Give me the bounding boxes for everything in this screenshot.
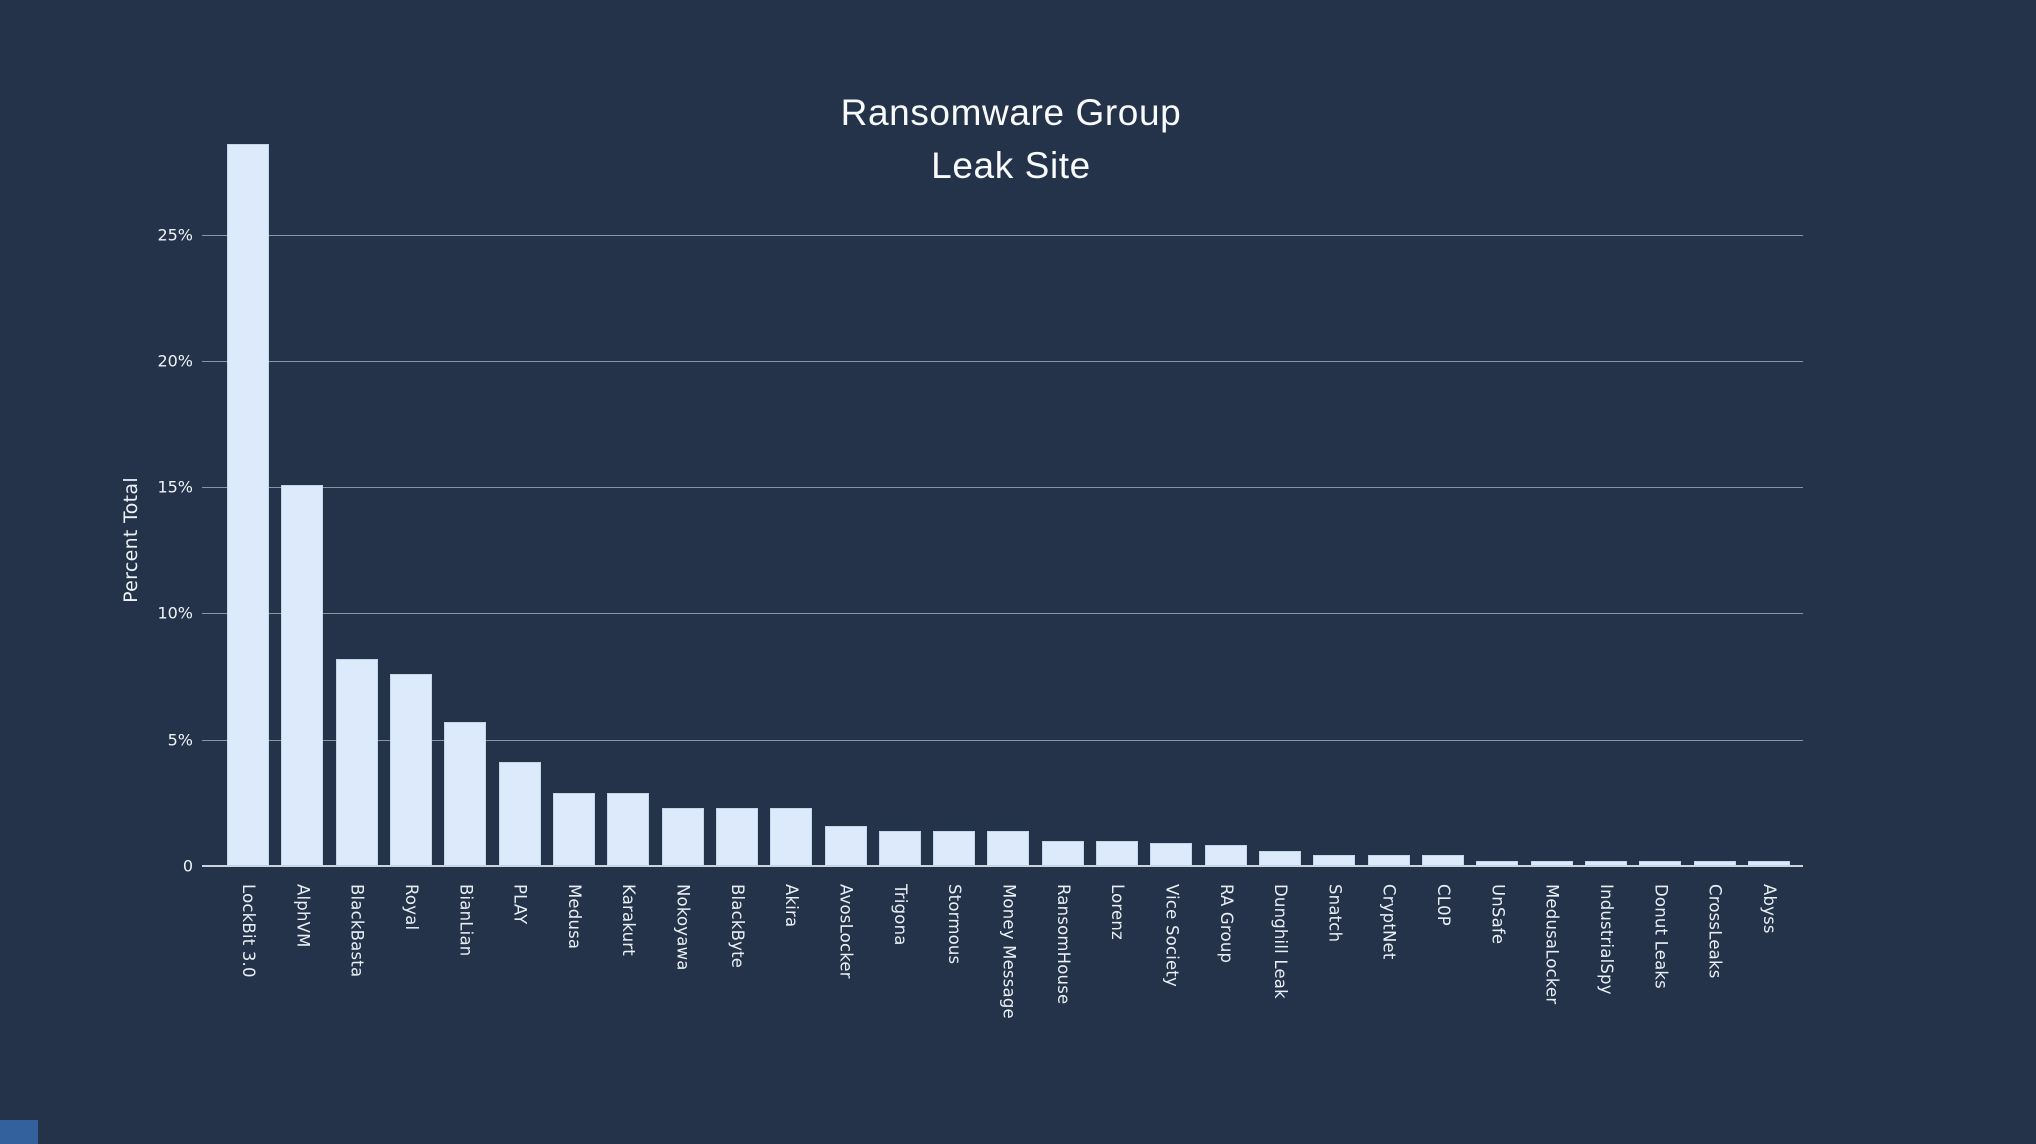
y-tick-label-20: 20% (157, 351, 193, 371)
bar-karakurt[interactable] (607, 792, 650, 866)
bar-abyss[interactable] (1747, 860, 1790, 866)
x-label-nokoyawa: Nokoyawa (673, 884, 693, 971)
bar-play[interactable] (498, 762, 541, 866)
x-label-abyss: Abyss (1759, 884, 1779, 934)
x-label-trigona: Trigona (890, 884, 910, 946)
x-label-crossleaks: CrossLeaks (1705, 884, 1725, 979)
x-label-blackbasta: BlackBasta (347, 884, 367, 978)
gridline-20pct (202, 360, 1803, 362)
bar-blackbyte[interactable] (715, 807, 758, 866)
x-label-play: PLAY (510, 884, 530, 925)
bar-stormous[interactable] (933, 830, 976, 866)
bar-medusalocker[interactable] (1530, 860, 1573, 866)
x-label-snatch: Snatch (1325, 884, 1345, 943)
bar-vice-society[interactable] (1150, 843, 1193, 866)
bar-industrialspy[interactable] (1585, 860, 1627, 866)
x-label-cl0p: CL0P (1434, 884, 1454, 926)
bar-lockbit-3-0[interactable] (227, 143, 269, 866)
y-tick-label-5: 5% (167, 730, 193, 750)
bar-alphvm[interactable] (281, 484, 324, 866)
y-tick-label-25: 25% (157, 225, 193, 244)
gridline-25pct (202, 234, 1803, 236)
bar-nokoyawa[interactable] (661, 807, 704, 866)
x-label-medusa: Medusa (564, 884, 584, 950)
y-tick-label-10: 10% (157, 603, 193, 623)
x-label-bianlian: BianLian (456, 884, 476, 957)
bar-royal[interactable] (389, 674, 432, 866)
x-label-alphvm: AlphVM (293, 884, 313, 948)
x-label-money-message: Money Message (999, 884, 1019, 1019)
x-label-unsafe: UnSafe (1488, 884, 1508, 945)
x-label-lockbit-3-0: LockBit 3.0 (239, 884, 258, 978)
bar-cryptnet[interactable] (1367, 854, 1410, 866)
x-label-karakurt: Karakurt (619, 884, 639, 956)
y-tick-label-0: 0 (182, 856, 193, 876)
flourish-logo-icon[interactable] (0, 1120, 38, 1144)
gridline-10pct (202, 613, 1803, 615)
bar-ransomhouse[interactable] (1041, 840, 1084, 866)
bar-lorenz[interactable] (1096, 840, 1139, 866)
bar-trigona[interactable] (878, 830, 921, 866)
chart-title-line2: Leak Site (931, 145, 1091, 186)
x-label-ra-group: RA Group (1216, 884, 1236, 964)
bar-snatch[interactable] (1313, 854, 1356, 866)
bar-dunghill-leak[interactable] (1259, 850, 1302, 866)
x-label-industrialspy: IndustrialSpy (1597, 884, 1616, 995)
bar-blackbasta[interactable] (335, 658, 378, 866)
gridline-15pct (202, 487, 1803, 489)
x-label-stormous: Stormous (945, 884, 965, 965)
bar-crossleaks[interactable] (1693, 860, 1736, 866)
x-label-lorenz: Lorenz (1108, 884, 1128, 940)
x-label-donut-leaks: Donut Leaks (1651, 884, 1671, 989)
x-label-vice-society: Vice Society (1162, 884, 1182, 987)
bar-bianlian[interactable] (444, 722, 487, 866)
x-label-avoslocker: AvosLocker (836, 884, 856, 979)
gridline-5pct (202, 739, 1803, 741)
bar-cl0p[interactable] (1422, 854, 1465, 866)
x-axis-line (202, 865, 1803, 867)
bar-medusa[interactable] (552, 792, 595, 866)
x-label-akira: Akira (782, 884, 802, 928)
bar-avoslocker[interactable] (824, 825, 867, 866)
x-label-ransomhouse: RansomHouse (1053, 884, 1073, 1005)
bar-ra-group[interactable] (1204, 844, 1247, 866)
bar-unsafe[interactable] (1476, 860, 1519, 866)
x-label-blackbyte: BlackByte (727, 884, 747, 969)
x-label-cryptnet: CryptNet (1379, 884, 1399, 960)
y-tick-label-15: 15% (157, 477, 193, 497)
chart-title: Ransomware Group Leak Site (0, 86, 2022, 192)
x-label-royal: Royal (401, 884, 421, 931)
x-label-medusalocker: MedusaLocker (1542, 884, 1562, 1005)
bar-akira[interactable] (770, 807, 813, 866)
bar-donut-leaks[interactable] (1639, 860, 1682, 866)
bar-money-message[interactable] (987, 830, 1030, 866)
x-label-dunghill-leak: Dunghill Leak (1271, 884, 1291, 999)
chart-title-line1: Ransomware Group (840, 92, 1182, 133)
